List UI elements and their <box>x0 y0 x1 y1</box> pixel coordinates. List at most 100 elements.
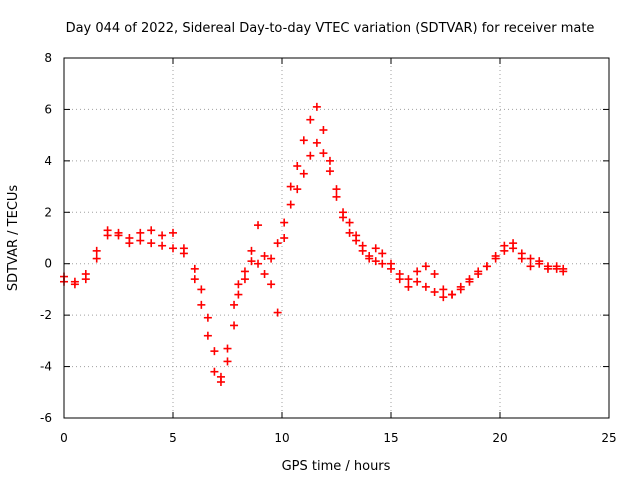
data-point <box>378 259 387 268</box>
data-point <box>543 264 552 273</box>
data-point <box>371 244 380 253</box>
data-point <box>306 115 315 124</box>
data-point <box>526 262 535 271</box>
data-point <box>312 138 321 147</box>
data-point <box>552 262 561 271</box>
data-point <box>210 347 219 356</box>
data-point <box>358 246 367 255</box>
data-point <box>190 264 199 273</box>
data-point <box>70 280 79 289</box>
data-point <box>273 308 282 317</box>
data-point <box>332 185 341 194</box>
data-point <box>378 249 387 258</box>
data-point <box>280 234 289 242</box>
data-point <box>92 246 101 255</box>
data-point <box>260 270 269 278</box>
data-point <box>325 167 334 176</box>
data-point <box>125 239 134 248</box>
data-point <box>190 275 199 284</box>
data-point <box>332 192 341 201</box>
data-point <box>430 270 439 278</box>
data-point <box>345 218 354 227</box>
data-point <box>395 275 404 284</box>
data-point <box>247 246 256 255</box>
y-tick-label: 8 <box>44 51 52 65</box>
x-tick-label: 10 <box>274 431 289 445</box>
data-point <box>345 228 354 237</box>
data-points <box>60 102 568 386</box>
data-point <box>240 275 249 284</box>
x-tick-label: 20 <box>492 431 507 445</box>
data-point <box>197 300 206 309</box>
data-point <box>179 244 188 253</box>
data-point <box>114 231 123 240</box>
data-point <box>439 293 448 302</box>
data-point <box>299 169 308 178</box>
data-point <box>136 236 145 245</box>
data-point <box>223 357 232 366</box>
data-point <box>430 288 439 296</box>
data-point <box>439 285 448 294</box>
data-point <box>223 344 232 353</box>
data-point <box>230 300 239 309</box>
x-tick-label: 0 <box>60 431 68 445</box>
data-point <box>197 285 206 294</box>
data-point <box>559 267 568 276</box>
data-point <box>147 226 156 235</box>
x-tick-label: 15 <box>383 431 398 445</box>
data-point <box>158 241 167 250</box>
data-point <box>260 252 269 260</box>
y-tick-label: -6 <box>40 411 52 425</box>
data-point <box>517 254 526 263</box>
x-tick-label: 5 <box>169 431 177 445</box>
data-point <box>267 280 276 289</box>
data-point <box>299 136 308 145</box>
data-point <box>421 262 430 271</box>
data-point <box>234 290 243 299</box>
data-point <box>448 290 457 299</box>
data-point <box>404 282 413 291</box>
data-point <box>509 239 518 248</box>
data-point <box>147 239 156 248</box>
data-point <box>421 282 430 291</box>
data-point <box>293 162 302 170</box>
data-point <box>319 149 328 158</box>
plot-frame <box>63 57 610 419</box>
data-point <box>387 259 395 268</box>
data-point <box>371 257 380 266</box>
data-point <box>535 257 544 266</box>
data-point <box>286 182 295 191</box>
data-point <box>465 275 474 284</box>
data-point <box>230 321 239 330</box>
data-point <box>273 239 282 248</box>
data-point <box>92 254 101 263</box>
data-point <box>456 282 465 291</box>
data-point <box>474 267 483 276</box>
data-point <box>267 254 276 263</box>
x-axis-label: GPS time / hours <box>282 459 391 474</box>
data-point <box>365 252 374 260</box>
y-tick-label: 0 <box>44 257 52 271</box>
data-point <box>286 200 295 209</box>
data-point <box>240 267 249 276</box>
data-point <box>169 228 177 237</box>
data-point <box>500 241 509 250</box>
data-point <box>280 218 289 227</box>
data-point <box>491 252 500 260</box>
data-point <box>203 331 212 340</box>
data-point <box>319 126 328 134</box>
grid <box>64 58 609 418</box>
data-point <box>254 221 263 230</box>
chart-title: Day 044 of 2022, Sidereal Day-to-day VTE… <box>66 21 595 36</box>
data-point <box>203 313 212 322</box>
y-tick-label: 6 <box>44 102 52 116</box>
data-point <box>352 231 361 240</box>
x-tick-label: 25 <box>601 431 616 445</box>
data-point <box>247 257 256 266</box>
data-point <box>293 185 302 194</box>
data-point <box>312 102 321 111</box>
data-point <box>254 259 263 268</box>
data-point <box>234 280 243 289</box>
